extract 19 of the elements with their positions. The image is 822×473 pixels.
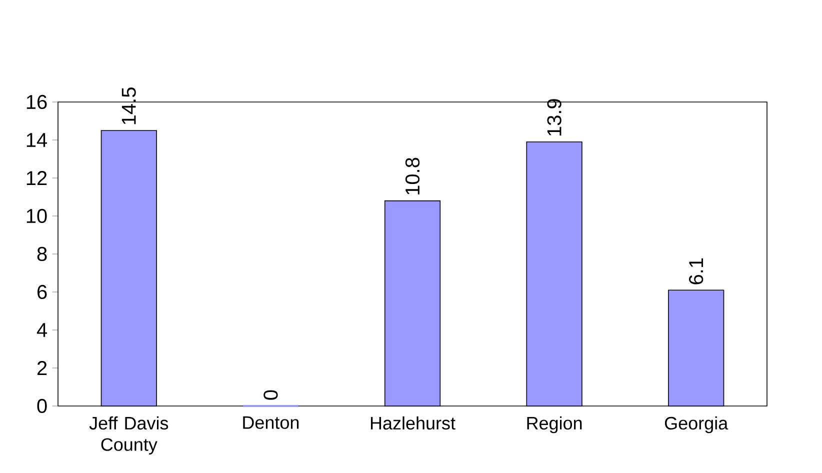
- x-tick-label: Jeff Davis County: [89, 416, 168, 455]
- data-label: 0: [264, 390, 278, 400]
- y-tick-label: 2: [37, 361, 47, 375]
- y-tick-label: 6: [38, 284, 47, 300]
- y-tick-label: 4: [36, 323, 48, 337]
- y-tick-label: 16: [26, 94, 47, 110]
- y-tick-label: 14: [26, 133, 48, 147]
- x-tick-label: Hazlehurst: [370, 416, 456, 430]
- y-tick-label: 12: [26, 171, 47, 185]
- data-label: 6.1: [689, 258, 704, 284]
- data-label: 13.9: [547, 99, 562, 136]
- x-tick-label: Region: [527, 416, 582, 434]
- data-label: 10.8: [405, 158, 420, 194]
- y-tick-label: 0: [37, 398, 47, 414]
- y-tick-label: 8: [37, 246, 47, 262]
- y-tick-label: 10: [26, 208, 47, 224]
- data-label: 14.5: [122, 88, 136, 124]
- x-tick-label: Denton: [243, 416, 299, 429]
- x-tick-label: Georgia: [664, 416, 728, 434]
